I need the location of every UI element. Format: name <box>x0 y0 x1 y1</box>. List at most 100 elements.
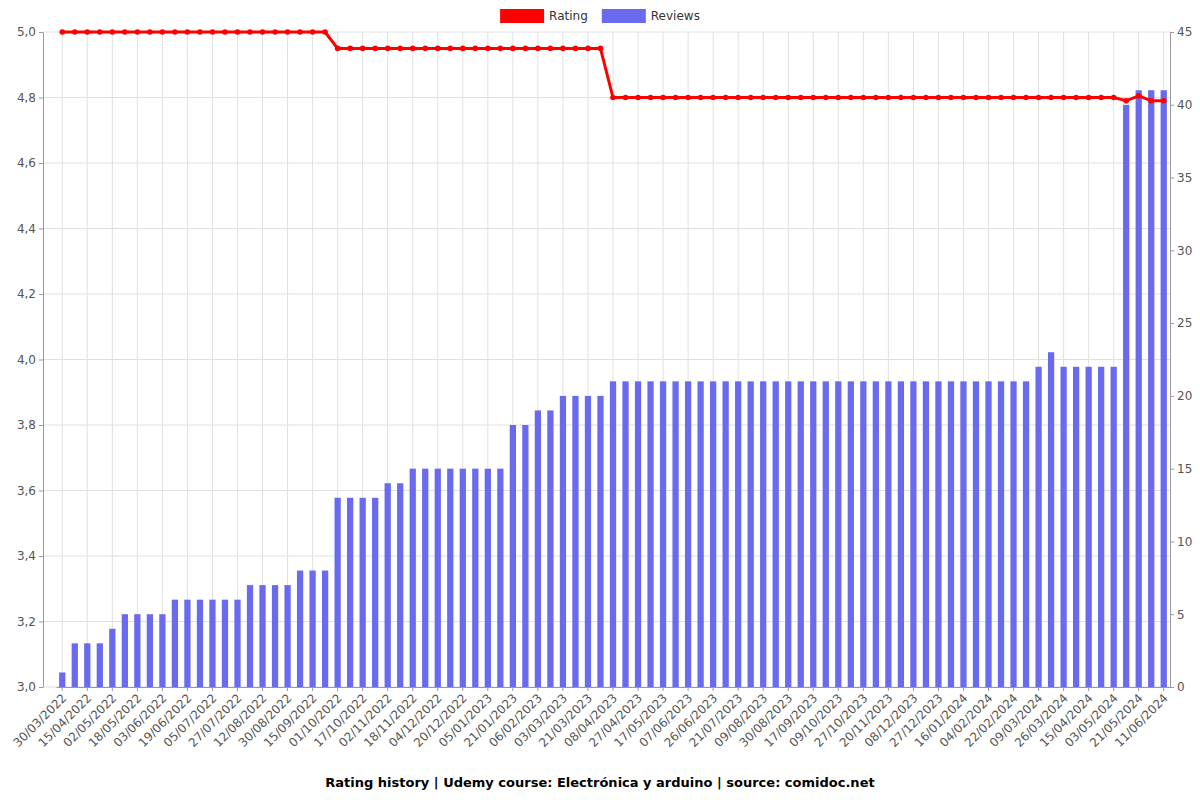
grid-line-x <box>137 32 138 687</box>
marker <box>147 29 153 35</box>
bar <box>209 600 215 687</box>
bar <box>873 381 879 687</box>
marker <box>998 95 1004 101</box>
x-tick-mark <box>888 687 889 691</box>
bar <box>159 614 165 687</box>
bar <box>109 629 115 687</box>
bar <box>472 469 478 687</box>
bar <box>1073 367 1079 687</box>
y-tick-mark <box>39 425 43 426</box>
bar <box>1111 367 1117 687</box>
plot-area <box>59 29 1167 687</box>
x-tick-mark <box>1088 687 1089 691</box>
marker <box>197 29 203 35</box>
line <box>62 32 1163 101</box>
y2-tick: 20 <box>1170 389 1192 403</box>
title: Rating history | Udemy course: Electróni… <box>325 775 874 790</box>
y2-tick-mark <box>1170 687 1174 688</box>
y-tick-label: 4,6 <box>17 156 36 170</box>
bar <box>1086 367 1092 687</box>
bar <box>898 381 904 687</box>
bar <box>735 381 741 687</box>
y-tick: 4,4 <box>17 222 43 236</box>
grid-line-x <box>237 32 238 687</box>
marker <box>1048 95 1054 101</box>
x-tick-mark <box>287 687 288 691</box>
y2-tick: 40 <box>1170 98 1192 112</box>
y-tick-label: 3,4 <box>17 549 36 563</box>
marker <box>560 46 566 52</box>
x-tick-mark <box>487 687 488 691</box>
marker <box>1123 98 1129 104</box>
x-tick-mark <box>1138 687 1139 691</box>
bar <box>335 498 341 687</box>
x-tick-mark <box>938 687 939 691</box>
y-tick: 4,6 <box>17 156 43 170</box>
y-tick-mark <box>39 32 43 33</box>
bar <box>1161 90 1167 687</box>
y2-tick-mark <box>1170 178 1174 179</box>
y-axis: 3,03,23,43,63,84,04,24,44,64,85,0 <box>17 25 44 694</box>
bar <box>660 381 666 687</box>
chart: 30/03/202215/04/202202/05/202218/05/2022… <box>0 0 1200 800</box>
x-tick-mark <box>963 687 964 691</box>
grid-line-x <box>162 32 163 687</box>
x-tick-mark <box>537 687 538 691</box>
y-tick-label: 5,0 <box>17 25 36 39</box>
marker <box>172 29 178 35</box>
bar <box>823 381 829 687</box>
x-tick-mark <box>87 687 88 691</box>
marker <box>1111 95 1117 101</box>
marker <box>886 95 892 101</box>
bar <box>72 643 78 687</box>
marker <box>1036 95 1042 101</box>
marker <box>585 46 591 52</box>
marker <box>473 46 479 52</box>
y2-tick-mark <box>1170 396 1174 397</box>
x-tick-mark <box>437 687 438 691</box>
bar <box>284 585 290 687</box>
y-tick: 3,0 <box>17 680 43 694</box>
y-tick: 3,6 <box>17 484 43 498</box>
bar <box>147 614 153 687</box>
bar <box>234 600 240 687</box>
marker <box>810 95 816 101</box>
x-tick-mark <box>412 687 413 691</box>
y2-tick-label: 5 <box>1177 608 1185 622</box>
marker <box>648 95 654 101</box>
x-tick-mark <box>162 687 163 691</box>
marker <box>760 95 766 101</box>
x-tick-mark <box>112 687 113 691</box>
marker <box>235 29 241 35</box>
x-tick-mark <box>863 687 864 691</box>
y2-tick-label: 20 <box>1177 389 1192 403</box>
marker <box>898 95 904 101</box>
marker <box>535 46 541 52</box>
y2-tick-mark <box>1170 323 1174 324</box>
marker <box>573 46 579 52</box>
axis-line <box>43 33 44 688</box>
marker <box>723 95 729 101</box>
y-tick-mark <box>39 360 43 361</box>
x-tick-mark <box>587 687 588 691</box>
y-tick-label: 4,4 <box>17 222 36 236</box>
bar <box>222 600 228 687</box>
bar <box>1048 352 1054 687</box>
marker <box>222 29 228 35</box>
marker <box>485 46 491 52</box>
bar <box>510 425 516 687</box>
bar <box>485 469 491 687</box>
bar <box>1010 381 1016 687</box>
y2-tick: 0 <box>1170 680 1185 694</box>
bar <box>710 381 716 687</box>
bar <box>685 381 691 687</box>
y-tick-mark <box>39 622 43 623</box>
bar <box>860 381 866 687</box>
marker <box>84 29 90 35</box>
x-tick-mark <box>763 687 764 691</box>
bar <box>247 585 253 687</box>
y-tick-label: 4,2 <box>17 287 36 301</box>
bar <box>1136 90 1142 687</box>
marker <box>435 46 441 52</box>
marker <box>460 46 466 52</box>
